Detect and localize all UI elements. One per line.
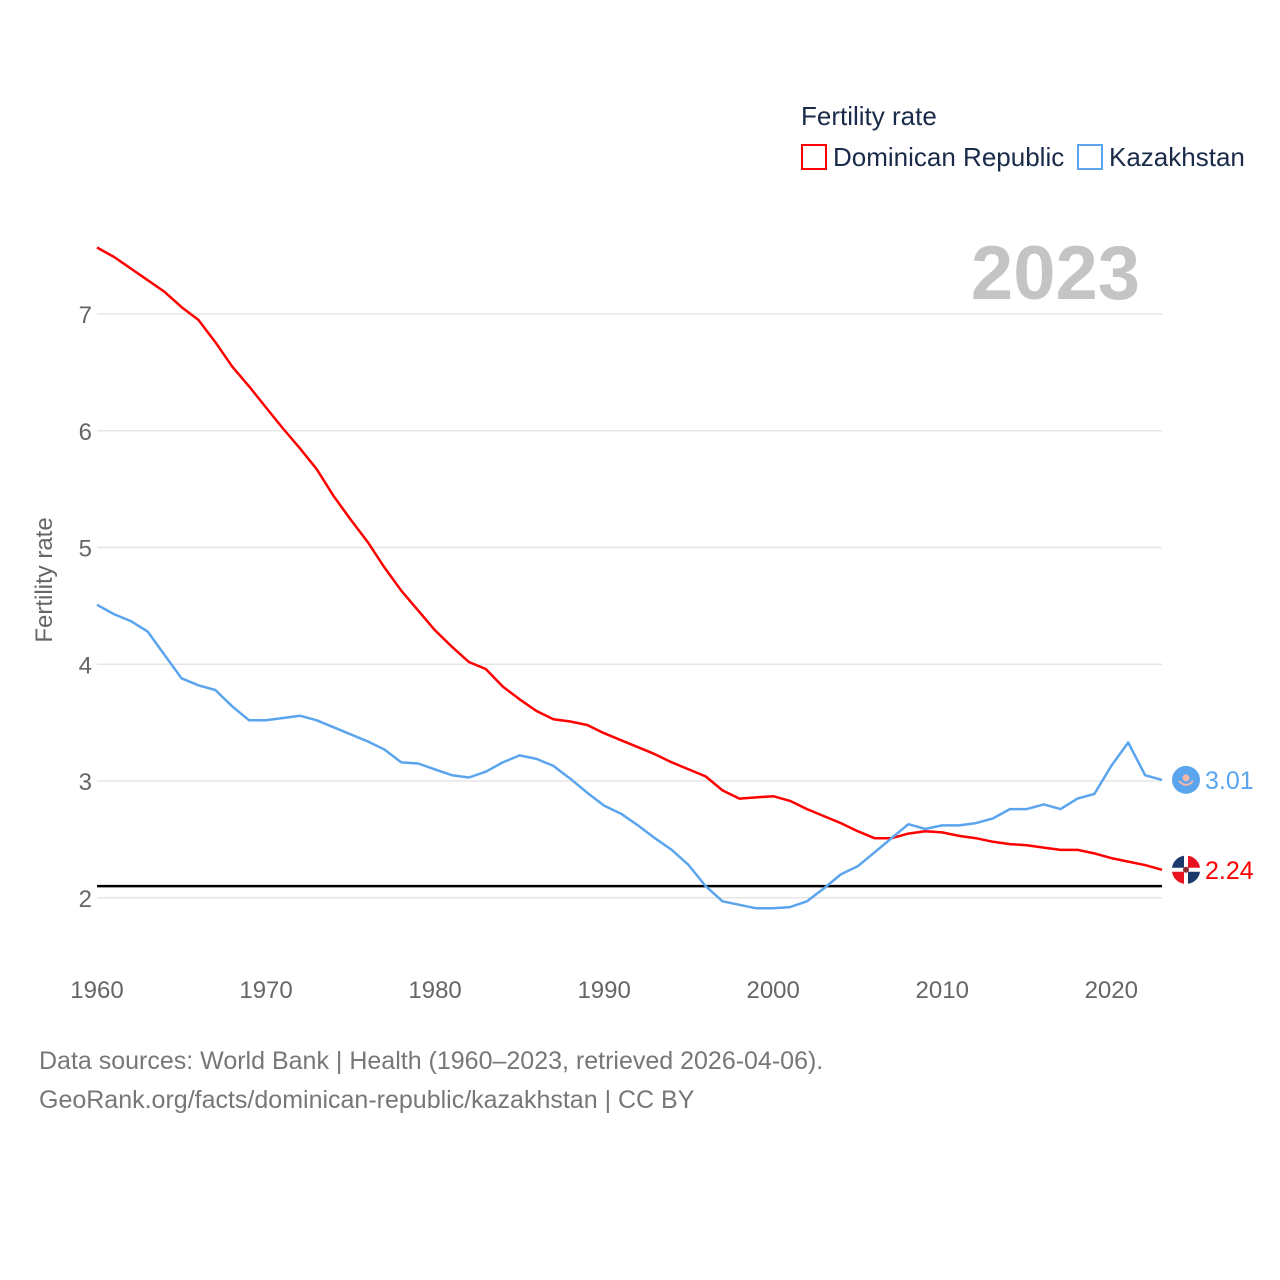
y-tick-label: 7 — [79, 302, 92, 329]
end-value-label: 3.01 — [1205, 767, 1254, 795]
dominican-republic-flag-icon — [1172, 855, 1200, 884]
source-line-1: Data sources: World Bank | Health (1960–… — [39, 1047, 823, 1075]
x-axis-ticks: 1960 1970 1980 1990 2000 2010 2020 — [70, 977, 1138, 1004]
legend-item-dominican-republic[interactable]: Dominican Republic — [801, 142, 1064, 172]
end-labels: 2.24 3.01 — [1172, 765, 1254, 885]
y-axis-label: Fertility rate — [31, 517, 58, 642]
y-tick-label: 6 — [79, 419, 92, 446]
legend-label: Dominican Republic — [833, 142, 1064, 172]
legend: Fertility rate Dominican Republic Kazakh… — [801, 101, 1245, 172]
grid-lines — [97, 313, 1162, 899]
series-line-kazakhstan — [96, 603, 1163, 910]
x-tick-label: 2020 — [1085, 977, 1138, 1004]
series-line-dominican-republic — [96, 246, 1163, 872]
y-tick-label: 3 — [79, 769, 92, 796]
kazakhstan-flag-icon — [1172, 765, 1200, 794]
series-lines — [96, 246, 1163, 910]
x-tick-label: 1960 — [70, 977, 123, 1004]
legend-label: Kazakhstan — [1109, 142, 1245, 172]
x-tick-label: 2010 — [916, 977, 969, 1004]
x-tick-label: 1980 — [408, 977, 461, 1004]
legend-item-kazakhstan[interactable]: Kazakhstan — [1077, 142, 1245, 172]
end-value-label: 2.24 — [1205, 857, 1254, 885]
x-tick-label: 1990 — [577, 977, 630, 1004]
y-axis-ticks: 2 3 4 5 6 7 — [79, 302, 92, 913]
y-tick-label: 5 — [79, 536, 92, 563]
y-tick-label: 4 — [79, 652, 92, 679]
legend-title: Fertility rate — [801, 101, 937, 131]
source-line-2[interactable]: GeoRank.org/facts/dominican-republic/kaz… — [39, 1086, 695, 1114]
y-tick-label: 2 — [79, 886, 92, 913]
legend-swatch — [1077, 144, 1103, 170]
year-watermark: 2023 — [971, 231, 1140, 316]
x-tick-label: 1970 — [239, 977, 292, 1004]
x-tick-label: 2000 — [746, 977, 799, 1004]
legend-swatch — [801, 144, 827, 170]
